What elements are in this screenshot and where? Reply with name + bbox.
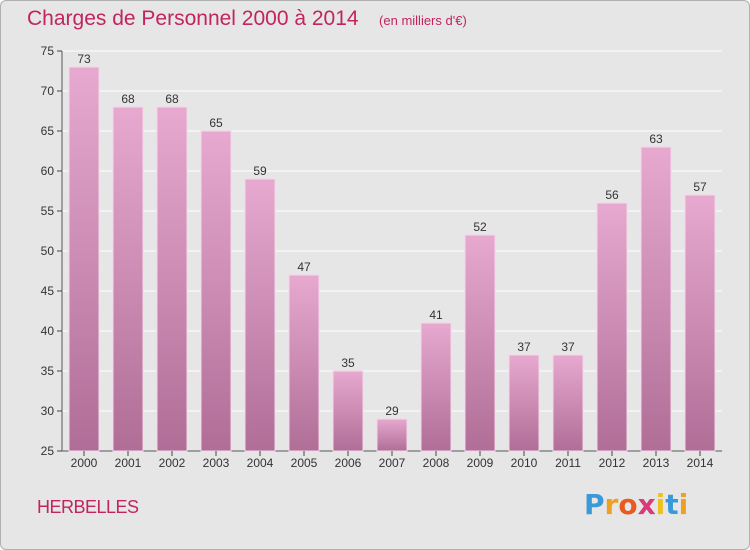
bar bbox=[112, 106, 144, 452]
bar bbox=[376, 418, 408, 452]
x-tick-label: 2000 bbox=[71, 456, 98, 470]
bar-value-label: 65 bbox=[209, 116, 223, 130]
x-tick-label: 2009 bbox=[467, 456, 494, 470]
logo-letter: t bbox=[665, 488, 679, 521]
proxiti-logo: Proxiti bbox=[584, 488, 688, 521]
x-tick-label: 2006 bbox=[335, 456, 362, 470]
y-tick-label: 30 bbox=[41, 404, 55, 418]
x-tick-label: 2003 bbox=[203, 456, 230, 470]
bar bbox=[464, 234, 496, 452]
bar-value-label: 68 bbox=[165, 92, 179, 106]
bar-value-label: 68 bbox=[121, 92, 135, 106]
bar bbox=[68, 66, 100, 452]
x-tick-label: 2002 bbox=[159, 456, 186, 470]
chart-subtitle: (en milliers d'€) bbox=[379, 13, 467, 28]
logo-letter: i bbox=[655, 488, 666, 521]
x-tick-label: 2013 bbox=[643, 456, 670, 470]
bar-value-label: 37 bbox=[561, 340, 575, 354]
y-tick-label: 45 bbox=[41, 284, 55, 298]
bar bbox=[244, 178, 276, 452]
logo-letter: r bbox=[604, 488, 619, 521]
bar-value-label: 47 bbox=[297, 260, 311, 274]
title-row: Charges de Personnel 2000 à 2014 (en mil… bbox=[27, 7, 467, 31]
x-tick-label: 2014 bbox=[687, 456, 714, 470]
commune-name: HERBELLES bbox=[37, 497, 139, 517]
bars bbox=[68, 66, 716, 452]
x-tick-label: 2012 bbox=[599, 456, 626, 470]
bar-value-labels: 73 68 68 65 59 47 35 29 41 52 37 37 56 63 57 bbox=[77, 52, 707, 418]
bar-value-label: 73 bbox=[77, 52, 91, 66]
y-tick-label: 75 bbox=[41, 44, 55, 58]
x-tick-label: 2001 bbox=[115, 456, 142, 470]
y-tick-label: 60 bbox=[41, 164, 55, 178]
bar-value-label: 59 bbox=[253, 164, 267, 178]
bar bbox=[684, 194, 716, 452]
y-tick-label: 55 bbox=[41, 204, 55, 218]
x-tick-label: 2011 bbox=[555, 456, 581, 470]
bar bbox=[420, 322, 452, 452]
logo-letter: P bbox=[584, 488, 605, 521]
y-axis-tick-labels: 25 30 35 40 45 50 55 60 65 70 75 bbox=[41, 44, 55, 458]
x-tick-label: 2010 bbox=[511, 456, 538, 470]
x-axis-tick-labels: 2000 2001 2002 2003 2004 2005 2006 2007 2008 2009… bbox=[71, 451, 714, 470]
bar bbox=[640, 146, 672, 452]
y-tick-label: 25 bbox=[41, 444, 55, 458]
bar bbox=[156, 106, 188, 452]
bar bbox=[288, 274, 320, 452]
bar-value-label: 56 bbox=[605, 188, 619, 202]
y-tick-label: 50 bbox=[41, 244, 55, 258]
bar-value-label: 57 bbox=[693, 180, 707, 194]
bar bbox=[200, 130, 232, 452]
chart-title: Charges de Personnel 2000 à 2014 bbox=[27, 7, 359, 30]
logo-letter: x bbox=[637, 488, 656, 521]
bar-value-label: 52 bbox=[473, 220, 487, 234]
bar-value-label: 63 bbox=[649, 132, 663, 146]
bar bbox=[552, 354, 584, 452]
logo-letter: i bbox=[678, 488, 689, 521]
bar-value-label: 37 bbox=[517, 340, 531, 354]
bar bbox=[596, 202, 628, 452]
bar bbox=[508, 354, 540, 452]
logo-letter: o bbox=[618, 488, 638, 521]
y-tick-label: 40 bbox=[41, 324, 55, 338]
y-tick-label: 65 bbox=[41, 124, 55, 138]
x-tick-label: 2005 bbox=[291, 456, 318, 470]
x-tick-label: 2007 bbox=[379, 456, 406, 470]
bar bbox=[332, 370, 364, 452]
bar-value-label: 35 bbox=[341, 356, 355, 370]
y-tick-label: 70 bbox=[41, 84, 55, 98]
x-tick-label: 2004 bbox=[247, 456, 274, 470]
bar-value-label: 41 bbox=[429, 308, 443, 322]
y-tick-label: 35 bbox=[41, 364, 55, 378]
bar-value-label: 29 bbox=[385, 404, 399, 418]
x-tick-label: 2008 bbox=[423, 456, 450, 470]
